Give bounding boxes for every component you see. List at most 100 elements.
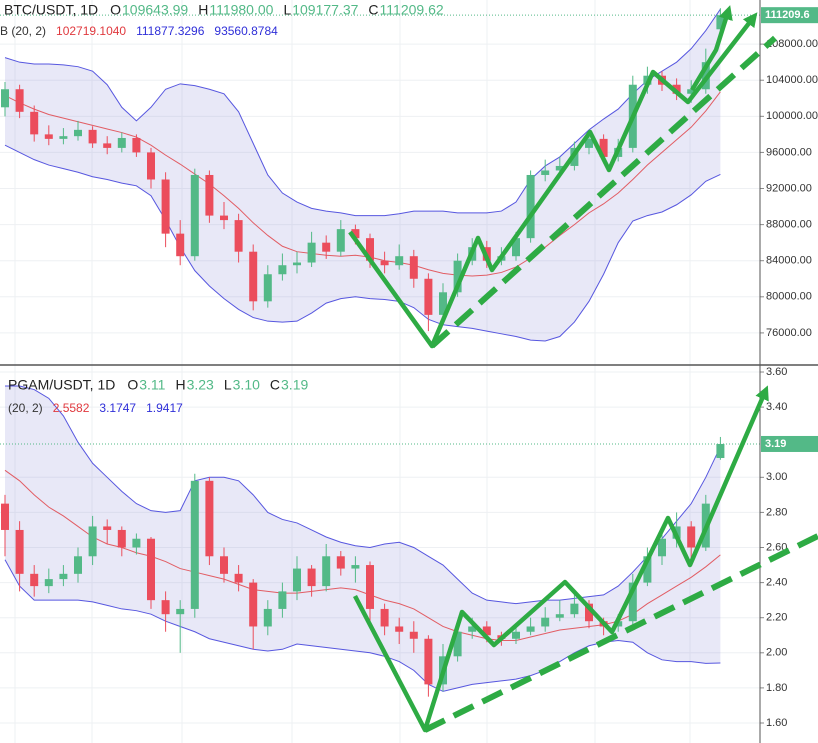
candle-body [30,573,39,587]
candle-body [88,129,97,144]
y-tick-label: 2.80 [766,506,787,518]
candle-body [512,631,520,639]
y-tick-label: 80000.00 [766,291,812,303]
indicator-value: 111877.3296 [136,24,205,38]
candle-body [453,260,462,293]
y-tick-label: 96000.00 [766,146,812,158]
ohlc-key: H [175,377,185,393]
candle-body [190,480,199,609]
ohlc-value: 109643.99 [122,2,188,18]
candle-body [424,278,433,315]
price-badge [761,7,818,24]
candle-body [541,617,550,627]
y-tick-label: 2.40 [766,577,787,589]
trend-arrow [348,12,758,349]
candle-body [716,15,725,30]
ohlc-value: 111209.62 [380,2,444,18]
candle-body [234,220,243,252]
ohlc-value: 3.11 [139,377,165,393]
candle-body [307,242,316,263]
candle-body [132,538,141,548]
candle-body [88,526,97,557]
candle-body [30,111,39,135]
candle-body [234,573,243,583]
plot [0,365,760,743]
candle-body [687,89,696,94]
candle-body [220,215,228,221]
ohlc-key: L [224,377,232,393]
candle-body [336,556,345,569]
candle-body [263,274,272,302]
candle-body [322,242,331,252]
candle-body [1,503,9,530]
candle-body [161,179,170,234]
trend-arrow [690,5,733,92]
candle-body [147,152,155,180]
pane: 76000.00 80000.00 84000.00 88000.00 92000.00… [0,0,818,365]
candle-body [526,174,535,239]
indicator-name: B (20, 2) [0,24,46,38]
candle-body [103,526,112,530]
band-fill [5,9,721,342]
plot [0,0,760,365]
candle-body [117,529,126,548]
y-tick-label: 2.20 [766,612,787,624]
ohlc-key: O [110,2,121,18]
price-badge-label: 3.19 [765,438,786,450]
candle-body [74,556,82,574]
price-badge [761,435,818,452]
candle-body [555,165,564,171]
y-tick-label: 104000.00 [766,74,818,86]
candle-body [190,174,199,257]
chart-title: BTC/USDT, 1D [4,2,98,18]
band-line [4,91,721,277]
candle-body [672,84,681,94]
y-tick-label: 2.00 [766,647,787,659]
ohlc-value: 111980.00 [209,2,273,18]
indicator-value: 2.5582 [53,401,90,415]
candle-body [205,480,214,557]
candle-body [468,626,477,632]
candle-body [74,129,82,137]
candle-body [585,603,593,622]
candle-body [278,591,287,609]
candle-body [147,538,155,601]
candle-body [176,608,185,615]
indicator-value: 102719.1040 [56,24,126,38]
trend-arrow [353,385,769,733]
y-tick-label: 1.60 [766,717,787,729]
candle-body [526,626,535,632]
candle-body [439,292,447,315]
candle-body [453,631,462,657]
candle-body [220,556,228,574]
ohlc-value: 3.19 [281,377,308,393]
ohlc-value: 3.10 [233,377,260,393]
pane: 1.601.802.002.202.402.602.803.003.403.60… [0,364,818,743]
candle-body [336,229,345,252]
candle-body [409,631,418,639]
dashed-trend [423,533,818,733]
candle-body [15,529,24,574]
y-tick-label: 3.00 [766,471,787,483]
candle-body [351,229,360,239]
indicator-value: 93560.8784 [214,24,278,38]
candle-body [512,238,520,257]
indicator-value: 3.1747 [99,401,136,415]
ohlc-key: C [270,377,280,393]
ohlc-value: 3.23 [187,377,214,393]
price-badge-label: 111209.6 [765,9,810,21]
candle-body [103,143,112,148]
candle-body [15,89,24,112]
candle-body [555,614,564,618]
band-line [4,144,721,342]
y-tick-label: 100000.00 [766,110,818,122]
candle-body [307,568,316,587]
candle-body [117,137,126,148]
candle-body [366,565,374,609]
band-fill [5,386,721,692]
candle-body [409,256,418,279]
indicator-value: 1.9417 [146,401,183,415]
candle-body [322,556,331,587]
candle-body [366,238,374,261]
